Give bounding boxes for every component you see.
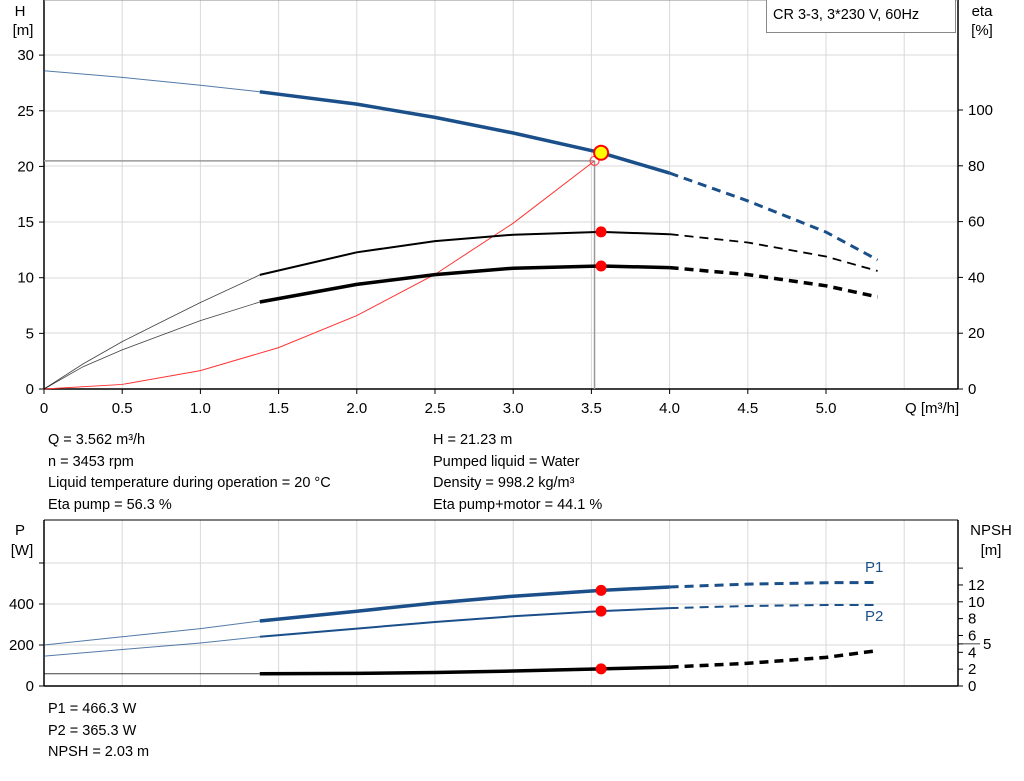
info-p1: P1 = 466.3 W [48,701,137,717]
y-tick-label-left: 5 [26,325,34,342]
P2-curve-dashed [669,604,878,610]
y-tick-label-left: 20 [17,158,34,175]
eta-pump-motor-curve-dashed [669,265,878,299]
info-density: Density = 998.2 kg/m³ [433,475,575,491]
pump-legend: CR 3-3, 3*230 V, 60Hz [766,0,956,33]
duty-point-marker [593,144,610,161]
head-curve [259,90,671,175]
info-bottom: P1 = 466.3 W P2 = 365.3 W NPSH = 2.03 m [48,699,149,764]
y-tick-label-right: 100 [968,102,993,119]
y-tick-label-left: 30 [17,47,34,64]
p-tick-label: 200 [9,637,34,654]
npsh-tick-label: 12 [968,577,985,594]
y-tick-label-left: 10 [17,270,34,287]
info-eta-pump: Eta pump = 56.3 % [48,496,172,513]
npsh-tick-label: 6 [968,627,976,644]
info-liquid: Pumped liquid = Water [433,453,580,470]
p-axis-unit: [W] [11,542,34,559]
x-axis-label: Q [m³/h] [905,400,959,417]
info-q: Q = 3.562 m³/h [48,432,146,448]
y-axis-unit-right: [%] [971,22,993,39]
x-tick-label: 1.5 [268,400,289,417]
p1-duty-marker [595,584,607,596]
info-npsh: NPSH = 2.03 m [48,744,150,760]
info-eta-total: Eta pump+motor = 44.1 % [433,496,603,513]
info-top-left: Q = 3.562 m³/h n = 3453 rpm Liquid tempe… [48,430,331,516]
info-top-right: H = 21.23 m Pumped liquid = Water Densit… [433,430,602,516]
P2-curve [259,607,670,638]
x-tick-label: 3.5 [581,400,602,417]
y-axis-label-left: H [15,3,26,20]
y-axis-label-right: eta [972,3,994,20]
x-tick-label: 3.0 [503,400,524,417]
npsh-tick-label: 4 [968,644,976,661]
eta-pump-duty-marker [595,226,607,238]
x-tick-label: 4.0 [659,400,680,417]
eta-pump-curve [259,230,670,276]
npsh-tick-label: 8 [968,611,976,628]
head-curve-dashed [669,171,879,262]
npsh-tick-label: 5 [983,636,991,653]
info-speed: n = 3453 rpm [48,453,134,470]
x-tick-label: 0 [40,400,48,417]
p-tick-label: 0 [26,678,34,695]
eta-pump-curve-dashed [669,233,878,272]
y-tick-label-left: 25 [17,103,34,120]
npsh-axis-label: NPSH [970,522,1012,539]
x-tick-label: 4.5 [737,400,758,417]
y-tick-label-right: 0 [968,381,976,398]
head-curve-extrapolated [43,70,260,93]
y-tick-label-left: 15 [17,214,34,231]
p2-duty-marker [595,605,607,617]
p-tick-label: 400 [9,596,34,613]
npsh-tick-label: 0 [968,678,976,695]
y-tick-label-left: 0 [26,381,34,398]
x-tick-label: 2.5 [425,400,446,417]
eta-pump-curve-extrapolated [43,274,260,390]
y-axis-unit-left: [m] [13,22,34,39]
npsh-axis-unit: [m] [981,542,1002,559]
npsh-tick-label: 10 [968,594,985,611]
y-tick-label-right: 60 [968,214,985,231]
y-tick-label-right: 20 [968,325,985,342]
P2-curve-extrapolated [43,636,260,657]
y-tick-label-right: 80 [968,158,985,175]
npsh-tick-label: 2 [968,661,976,678]
x-tick-label: 5.0 [816,400,837,417]
y-tick-label-right: 40 [968,269,985,286]
system-curve [43,160,595,390]
P1-curve-extrapolated [43,620,260,646]
info-p2: P2 = 365.3 W [48,722,137,739]
x-tick-label: 0.5 [112,400,133,417]
NPSH-curve [259,665,670,676]
p2-series-label: P2 [865,608,883,625]
info-head: H = 21.23 m [433,432,513,448]
eta-total-duty-marker [595,260,607,272]
npsh-duty-marker [595,663,607,675]
P1-curve [259,585,670,623]
NPSH-curve-dashed [669,648,878,669]
P1-curve-dashed [669,581,878,589]
info-temperature: Liquid temperature during operation = 20… [48,475,331,491]
p-axis-label: P [15,522,25,539]
eta-pump-motor-curve-extrapolated [43,301,260,390]
p1-series-label: P1 [865,559,883,576]
eta-pump-motor-curve [259,264,670,304]
x-tick-label: 1.0 [190,400,211,417]
x-tick-label: 2.0 [346,400,367,417]
